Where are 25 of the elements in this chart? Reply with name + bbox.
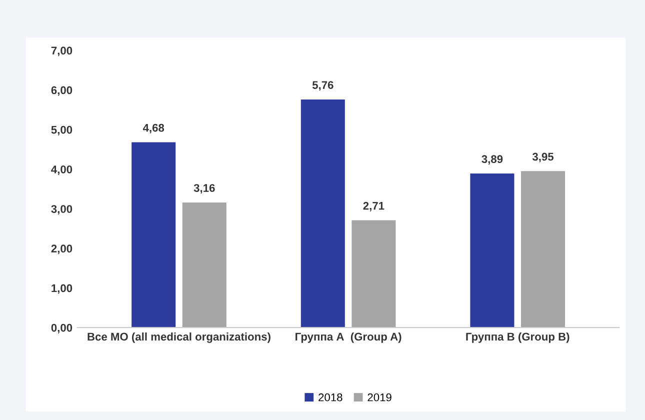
y-tick-label: 4,00 bbox=[51, 165, 72, 175]
data-label: 5,76 bbox=[312, 81, 334, 91]
bar bbox=[300, 100, 345, 328]
bar bbox=[470, 174, 514, 328]
data-label: 4,68 bbox=[142, 124, 164, 134]
y-tick-label: 6,00 bbox=[51, 86, 72, 96]
x-tick-label: Группа А (Group A) bbox=[296, 332, 402, 343]
y-tick-label: 3,00 bbox=[51, 205, 72, 215]
y-tick-label: 7,00 bbox=[51, 46, 72, 56]
y-tick-label: 2,00 bbox=[51, 244, 72, 254]
x-tick-label: Все МО (all medical organizations) bbox=[88, 332, 270, 343]
data-label: 2,71 bbox=[363, 202, 384, 212]
y-tick-label: 1,00 bbox=[52, 284, 72, 294]
data-label: 3,89 bbox=[482, 155, 503, 165]
y-tick-label: 0,00 bbox=[51, 324, 72, 334]
data-label: 3,16 bbox=[194, 184, 215, 194]
y-tick-label: 5,00 bbox=[51, 126, 72, 136]
legend-label: 2018 bbox=[318, 393, 342, 402]
bar bbox=[132, 142, 176, 328]
x-tick-label: Группа В (Group B) bbox=[466, 332, 570, 343]
data-label: 3,95 bbox=[532, 152, 554, 162]
legend-label: 2019 bbox=[368, 393, 392, 402]
bar bbox=[521, 171, 566, 328]
bar bbox=[182, 202, 226, 328]
bar bbox=[352, 220, 396, 328]
